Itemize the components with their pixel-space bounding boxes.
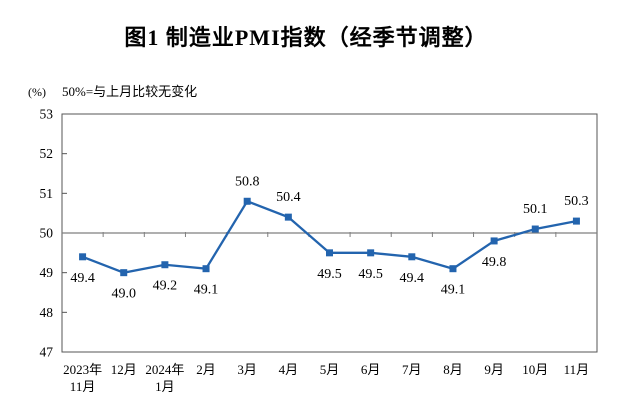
data-label: 50.4: [276, 190, 301, 205]
data-label: 49.5: [358, 267, 383, 282]
y-tick-label: 50: [40, 226, 54, 241]
y-tick-label: 52: [40, 146, 54, 161]
x-tick-label: 3月: [237, 362, 257, 377]
data-label: 49.0: [111, 287, 136, 302]
data-point-marker: [161, 261, 169, 269]
data-label: 50.3: [564, 194, 589, 209]
data-point-marker: [449, 265, 457, 273]
data-label: 49.4: [70, 271, 95, 286]
data-label: 49.5: [317, 267, 342, 282]
data-label: 50.8: [235, 174, 260, 189]
x-tick-label: 11月: [564, 362, 590, 377]
x-tick-label: 9月: [484, 362, 504, 377]
y-axis-unit-label: (%): [28, 85, 46, 99]
y-tick-label: 47: [40, 345, 54, 360]
x-tick-label: 12月: [111, 362, 137, 377]
x-tick-label: 4月: [279, 362, 299, 377]
data-label: 49.2: [153, 279, 178, 294]
data-label: 49.8: [482, 255, 507, 270]
data-point-marker: [367, 249, 375, 257]
x-tick-label: 8月: [443, 362, 463, 377]
x-tick-label: 5月: [320, 362, 340, 377]
x-tick-label: 6月: [361, 362, 381, 377]
data-point-marker: [243, 197, 251, 205]
data-point-marker: [284, 213, 292, 221]
data-label: 50.1: [523, 202, 548, 217]
data-point-marker: [531, 225, 539, 233]
y-tick-label: 49: [40, 265, 54, 280]
chart-title: 图1 制造业PMI指数（经季节调整）: [124, 25, 488, 50]
data-point-marker: [490, 237, 498, 245]
reference-note: 50%=与上月比较无变化: [62, 84, 198, 99]
data-point-marker: [79, 253, 87, 261]
y-tick-label: 48: [40, 305, 54, 320]
x-tick-label: 2024年 1月: [145, 362, 184, 394]
x-tick-label: 2023年 11月: [63, 362, 102, 394]
data-point-marker: [572, 217, 580, 225]
data-label: 49.1: [441, 283, 466, 298]
data-label: 49.1: [194, 283, 219, 298]
y-tick-label: 51: [40, 186, 54, 201]
data-point-marker: [408, 253, 416, 261]
x-tick-label: 10月: [522, 362, 548, 377]
data-point-marker: [326, 249, 333, 257]
data-point-marker: [120, 269, 128, 277]
data-point-marker: [202, 265, 210, 273]
x-tick-label: 2月: [196, 362, 216, 377]
chart-subtitle: (%) 50%=与上月比较无变化: [28, 81, 197, 100]
data-label: 49.4: [400, 271, 425, 286]
x-tick-label: 7月: [402, 362, 422, 377]
y-tick-label: 53: [40, 107, 54, 122]
